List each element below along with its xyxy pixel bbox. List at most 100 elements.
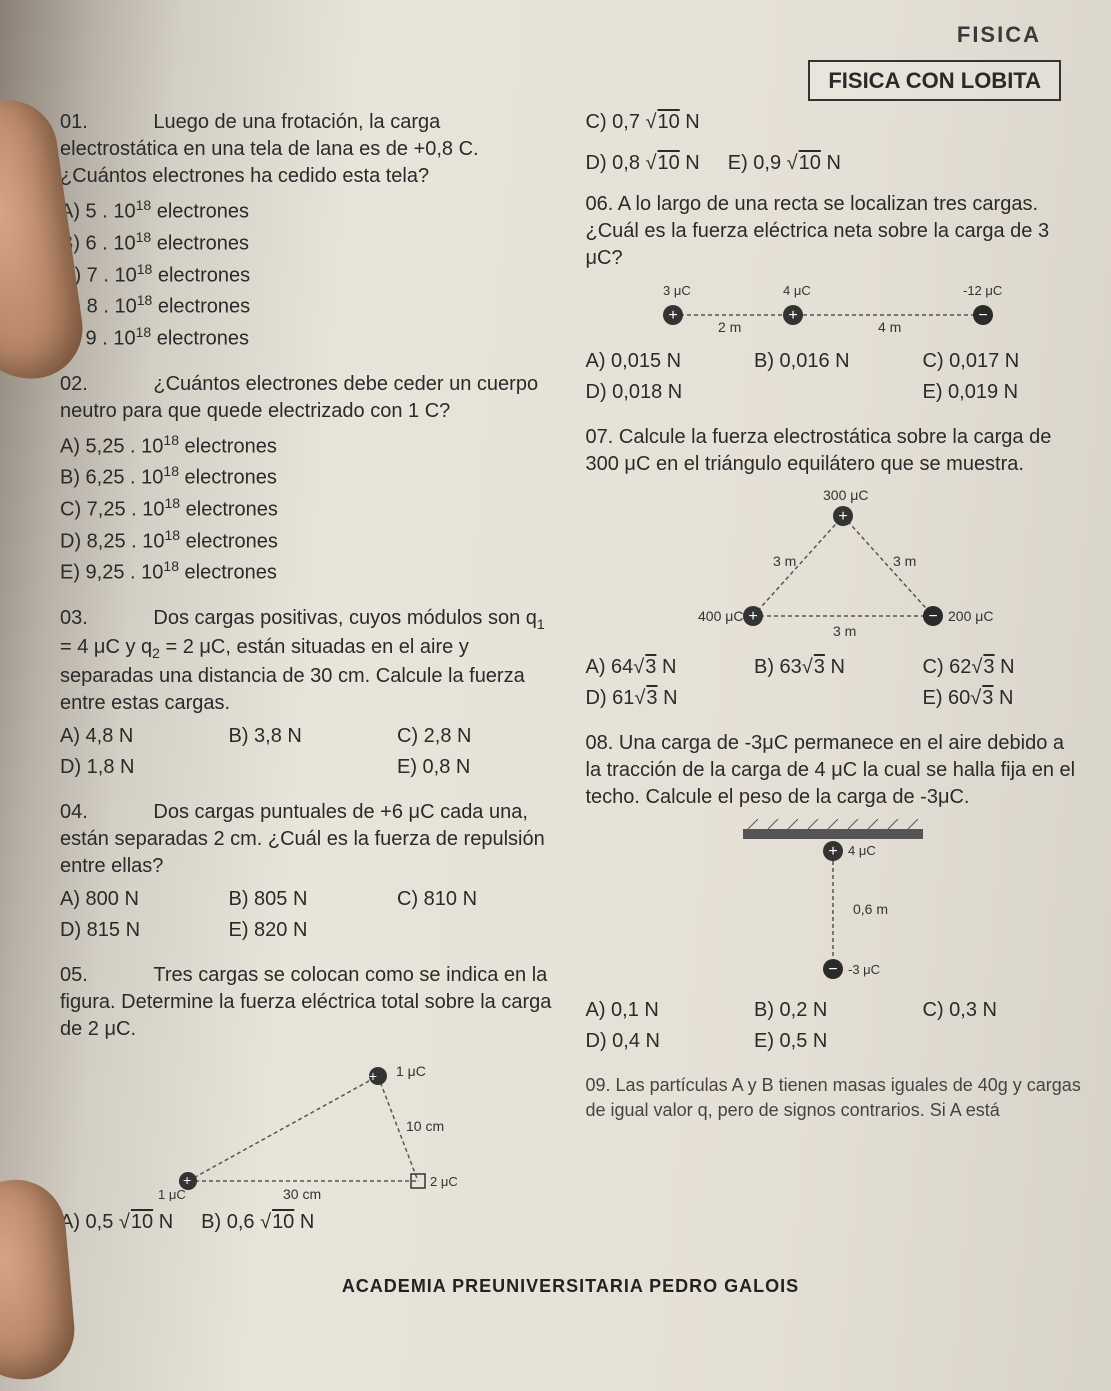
question-05: 05. Tres cargas se colocan como se indic…: [60, 962, 556, 1236]
svg-text:+: +: [369, 1068, 377, 1084]
q04-opt-a: A) 800 N: [60, 886, 219, 913]
q02-opt-a: A) 5,25 . 1018 electrones: [60, 431, 556, 461]
svg-text:3 μC: 3 μC: [663, 283, 691, 298]
q08-diagram: + 4 μC 0,6 m − -3 μC: [703, 819, 963, 989]
q04-opt-d: D) 815 N: [60, 917, 219, 944]
q08-opt-d: D) 0,4 N: [586, 1028, 745, 1055]
q05-opt-c: C) 0,7 √10 N: [586, 109, 700, 136]
q05-opt-d: D) 0,8 √10 N: [586, 150, 700, 177]
q06-opt-e: E) 0,019 N: [923, 379, 1082, 406]
svg-text:+: +: [829, 843, 838, 860]
q04-opt-b: B) 805 N: [229, 886, 388, 913]
title-box: FISICA CON LOBITA: [808, 60, 1061, 102]
q05-diagram: + 1 μC + 1 μC 2 μC 10 cm 30 cm: [148, 1051, 468, 1201]
svg-text:30 cm: 30 cm: [283, 1186, 321, 1201]
q04-text: Dos cargas puntuales de +6 μC cada una, …: [60, 801, 545, 877]
header: FISICA: [60, 20, 1081, 50]
right-column: C) 0,7 √10 N D) 0,8 √10 N E) 0,9 √10 N 0…: [586, 109, 1082, 1253]
svg-text:3 m: 3 m: [773, 553, 796, 569]
svg-text:2 m: 2 m: [718, 319, 741, 335]
svg-text:4 μC: 4 μC: [783, 283, 811, 298]
svg-text:+: +: [669, 307, 678, 324]
q02-opt-c: C) 7,25 . 1018 electrones: [60, 494, 556, 524]
q01-opt-d: D) 8 . 1018 electrones: [60, 291, 556, 321]
svg-text:400 μC: 400 μC: [698, 608, 743, 624]
q03-opt-e: E) 0,8 N: [397, 754, 556, 781]
q01-num: 01.: [60, 111, 88, 133]
q01-text: Luego de una frotación, la carga electro…: [60, 111, 479, 187]
q05-opt-a: A) 0,5 √10 N: [60, 1209, 173, 1236]
q03-options: A) 4,8 N B) 3,8 N C) 2,8 N D) 1,8 N E) 0…: [60, 723, 556, 781]
q05-options-ab: A) 0,5 √10 N B) 0,6 √10 N: [60, 1209, 556, 1236]
q05-options-de: D) 0,8 √10 N E) 0,9 √10 N: [586, 150, 1082, 177]
q08-num: 08.: [586, 732, 614, 754]
q04-opt-e: E) 820 N: [229, 917, 388, 944]
q03-opt-b: B) 3,8 N: [229, 723, 388, 750]
svg-text:3 m: 3 m: [893, 553, 916, 569]
q05-options-cde: C) 0,7 √10 N: [586, 109, 1082, 136]
q01-options: A) 5 . 1018 electrones B) 6 . 1018 elect…: [60, 196, 556, 352]
svg-text:-12 μC: -12 μC: [963, 283, 1002, 298]
q05-text: Tres cargas se colocan como se indica en…: [60, 964, 551, 1040]
question-07: 07. Calcule la fuerza electrostática sob…: [586, 424, 1082, 712]
q08-options: A) 0,1 N B) 0,2 N C) 0,3 N D) 0,4 N E) 0…: [586, 997, 1082, 1055]
q02-opt-e: E) 9,25 . 1018 electrones: [60, 557, 556, 587]
q06-diagram: + 3 μC + 4 μC − -12 μC 2 m 4 m: [643, 280, 1023, 340]
q06-opt-a: A) 0,015 N: [586, 348, 745, 375]
left-column: 01. Luego de una frotación, la carga ele…: [60, 109, 556, 1253]
q06-opt-d: D) 0,018 N: [586, 379, 745, 406]
q07-text: Calcule la fuerza electrostática sobre l…: [586, 426, 1052, 475]
q05-num: 05.: [60, 964, 88, 986]
q04-num: 04.: [60, 801, 88, 823]
q05-opt-e: E) 0,9 √10 N: [728, 150, 841, 177]
q03-opt-a: A) 4,8 N: [60, 723, 219, 750]
q02-options: A) 5,25 . 1018 electrones B) 6,25 . 1018…: [60, 431, 556, 587]
q01-opt-a: A) 5 . 1018 electrones: [60, 196, 556, 226]
q07-opt-a: A) 64√3 N: [586, 654, 745, 681]
svg-text:3 m: 3 m: [833, 623, 856, 639]
q07-opt-e: E) 60√3 N: [923, 685, 1082, 712]
q09-text: Las partículas A y B tienen masas iguale…: [586, 1075, 1081, 1119]
svg-text:-3 μC: -3 μC: [848, 962, 880, 977]
q02-num: 02.: [60, 373, 88, 395]
q07-opt-c: C) 62√3 N: [923, 654, 1082, 681]
q02-opt-b: B) 6,25 . 1018 electrones: [60, 462, 556, 492]
svg-text:+: +: [183, 1172, 191, 1188]
question-03: 03. Dos cargas positivas, cuyos módulos …: [60, 605, 556, 781]
svg-text:+: +: [749, 608, 758, 625]
svg-text:+: +: [789, 307, 798, 324]
q01-opt-e: E) 9 . 1018 electrones: [60, 323, 556, 353]
q03-opt-c: C) 2,8 N: [397, 723, 556, 750]
svg-text:0,6 m: 0,6 m: [853, 901, 888, 917]
q07-opt-b: B) 63√3 N: [754, 654, 913, 681]
q04-opt-c: C) 810 N: [397, 886, 556, 913]
svg-text:+: +: [839, 508, 848, 525]
svg-text:−: −: [829, 961, 838, 978]
subject-label: FISICA: [957, 20, 1041, 50]
q02-text: ¿Cuántos electrones debe ceder un cuerpo…: [60, 373, 538, 422]
q08-opt-e: E) 0,5 N: [754, 1028, 913, 1055]
question-08: 08. Una carga de -3μC permanece en el ai…: [586, 730, 1082, 1055]
q03-opt-d: D) 1,8 N: [60, 754, 219, 781]
q05-opt-b: B) 0,6 √10 N: [201, 1209, 314, 1236]
svg-text:−: −: [979, 307, 988, 324]
q08-text: Una carga de -3μC permanece en el aire d…: [586, 732, 1076, 808]
q02-opt-d: D) 8,25 . 1018 electrones: [60, 526, 556, 556]
footer: ACADEMIA PREUNIVERSITARIA PEDRO GALOIS: [60, 1274, 1081, 1298]
svg-text:1 μC: 1 μC: [396, 1063, 426, 1079]
q03-text: Dos cargas positivas, cuyos módulos son …: [60, 607, 545, 714]
q09-num: 09.: [586, 1075, 611, 1095]
svg-text:4 m: 4 m: [878, 319, 901, 335]
q06-opt-b: B) 0,016 N: [754, 348, 913, 375]
q04-options: A) 800 N B) 805 N C) 810 N D) 815 N E) 8…: [60, 886, 556, 944]
svg-text:200 μC: 200 μC: [948, 608, 993, 624]
q08-opt-b: B) 0,2 N: [754, 997, 913, 1024]
q07-opt-d: D) 61√3 N: [586, 685, 745, 712]
svg-text:1 μC: 1 μC: [158, 1187, 186, 1201]
question-01: 01. Luego de una frotación, la carga ele…: [60, 109, 556, 352]
q07-num: 07.: [586, 426, 614, 448]
q08-opt-a: A) 0,1 N: [586, 997, 745, 1024]
q03-num: 03.: [60, 607, 88, 629]
question-04: 04. Dos cargas puntuales de +6 μC cada u…: [60, 799, 556, 944]
svg-text:4 μC: 4 μC: [848, 843, 876, 858]
